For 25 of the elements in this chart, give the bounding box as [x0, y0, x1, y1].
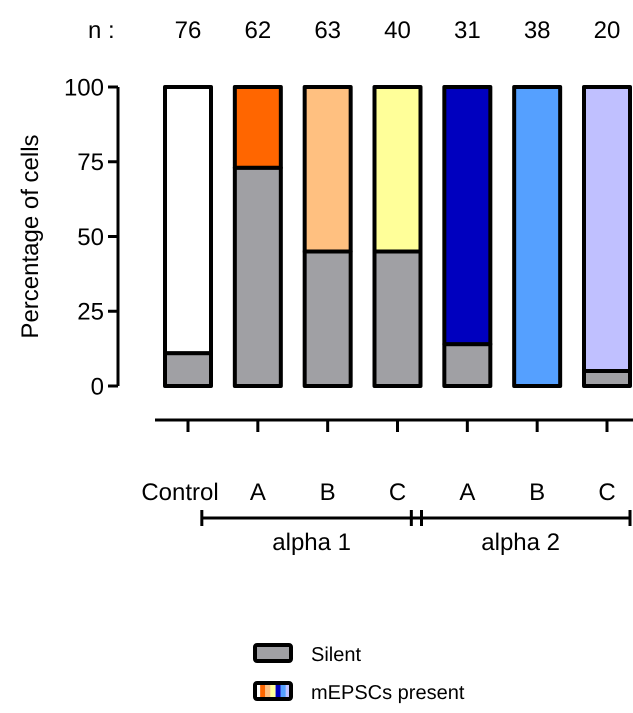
y-axis-title: Percentage of cells	[17, 134, 44, 339]
legend-label: Silent	[311, 644, 362, 666]
y-tick-label: 75	[77, 149, 104, 176]
text: n :	[88, 17, 115, 44]
x-tick-label: B	[529, 479, 546, 506]
y-tick-label: 100	[64, 74, 104, 102]
text: 38	[524, 17, 551, 44]
text: alpha 2	[481, 529, 560, 556]
text: alpha 1	[272, 529, 352, 556]
y-tick-label: 50	[77, 224, 104, 251]
x-tick-label: A	[459, 479, 476, 506]
text: 40	[384, 17, 411, 44]
x-tick-label: C	[388, 479, 406, 506]
text: 63	[314, 17, 342, 44]
y-tick-label: 25	[77, 298, 104, 326]
text: 20	[594, 17, 620, 44]
x-tick-label: Control	[141, 479, 219, 506]
text: 62	[244, 17, 272, 44]
text: 31	[454, 17, 481, 44]
y-tick-label: 0	[90, 373, 104, 400]
x-tick-label: C	[598, 479, 616, 506]
legend-label: mEPSCs present	[311, 682, 465, 704]
x-tick-label: B	[320, 479, 336, 506]
x-tick-label: A	[250, 479, 266, 506]
text: 76	[174, 17, 202, 44]
